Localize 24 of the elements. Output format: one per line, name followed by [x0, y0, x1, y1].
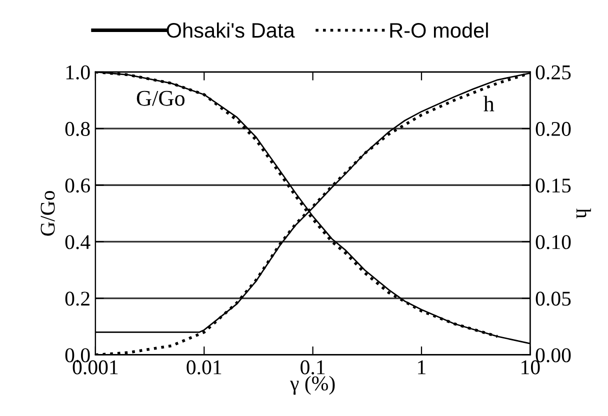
- x-axis-title: γ (%): [290, 376, 335, 395]
- y2-tick-label: 0.15: [536, 178, 571, 193]
- y2-tick-label: 0.00: [536, 348, 571, 362]
- x-tick-label: 0.01: [186, 360, 222, 374]
- y-tick-label: 0.2: [65, 292, 90, 306]
- x-tick-label: 1: [418, 360, 426, 374]
- legend-label: Ohsaki's Data: [166, 22, 295, 38]
- annotation: h: [484, 96, 494, 112]
- y-tick-label: 0.8: [65, 122, 90, 136]
- y2-tick-label: 0.25: [536, 65, 571, 80]
- y-tick-label: 0.6: [65, 178, 90, 193]
- x-tick-label: 0.001: [72, 360, 118, 374]
- y-tick-label: 1.0: [66, 65, 90, 80]
- x-tick-label: 0.1: [300, 360, 325, 374]
- annotation: G/Go: [136, 90, 185, 106]
- y-tick-label: 0.4: [65, 235, 90, 250]
- legend-label: R-O model: [390, 22, 488, 38]
- y2-axis-title: h: [576, 208, 591, 218]
- y2-tick-label: 0.20: [536, 122, 571, 136]
- y-tick-label: 0.0: [65, 348, 90, 362]
- y2-tick-label: 0.10: [536, 235, 571, 250]
- x-tick-label: 10: [522, 360, 540, 374]
- y2-tick-label: 0.05: [536, 292, 571, 306]
- y-axis-title: G/Go: [40, 191, 55, 236]
